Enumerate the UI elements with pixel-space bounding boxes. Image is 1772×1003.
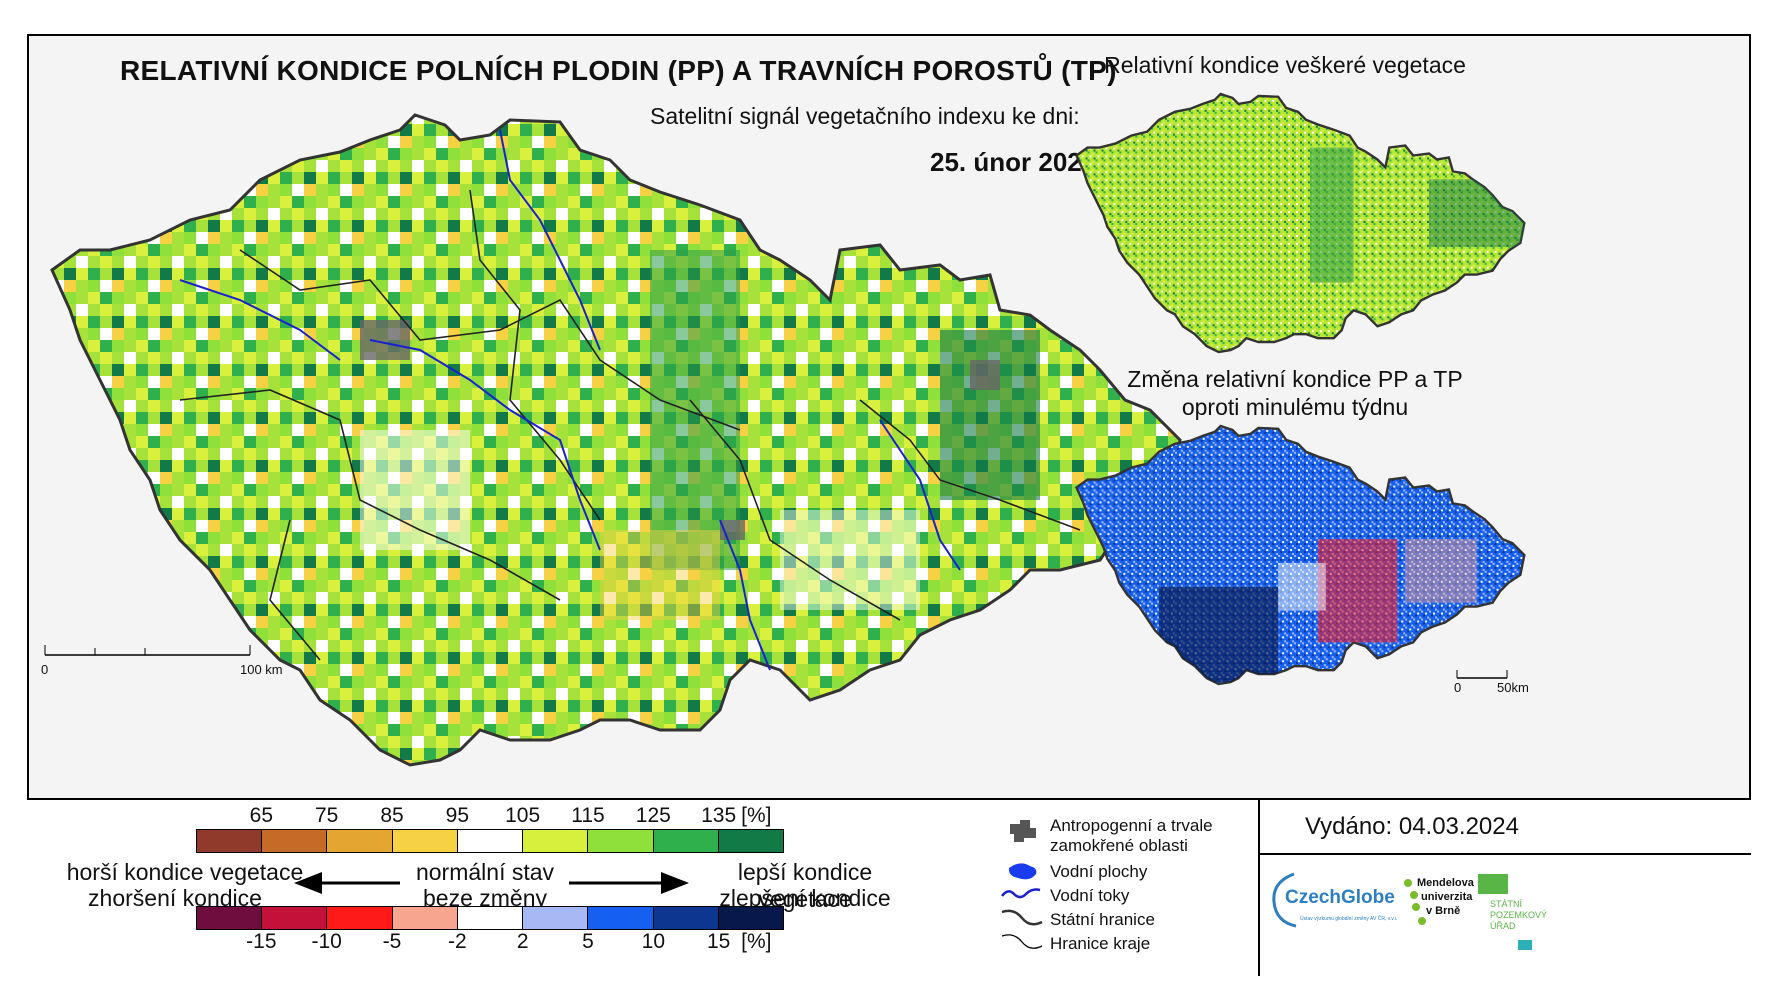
arrow-right-icon xyxy=(569,872,689,894)
river-icon xyxy=(1001,888,1041,899)
change-scale-value: 10 xyxy=(641,930,665,953)
inset-bottom-title-1: Změna relativní kondice PP a TP xyxy=(1127,366,1463,392)
inset-top-map xyxy=(1075,92,1526,354)
map-date: 25. únor 2024 xyxy=(930,147,1097,177)
change-scale-value: 15 xyxy=(706,930,731,953)
condition-swatch-6 xyxy=(588,830,654,852)
legend-urban-line1: Antropogenní a trvale xyxy=(1050,816,1213,835)
change-swatch-6 xyxy=(588,907,654,929)
condition-swatch-7 xyxy=(653,830,719,852)
legend-worse-line1: horší kondice vegetace xyxy=(66,859,304,885)
inset-bottom-map xyxy=(1075,424,1526,686)
mendelu-line1: Mendelova xyxy=(1417,877,1474,889)
condition-swatch-2 xyxy=(327,830,393,852)
spu-logo-icon xyxy=(1478,874,1508,894)
inset-scale-zero: 0 xyxy=(1454,680,1462,695)
czechglobe-logo-text: CzechGlobe xyxy=(1285,887,1395,908)
inset-scale-bar xyxy=(1456,670,1508,679)
change-scale-value: -10 xyxy=(311,930,342,953)
mendelu-line3: v Brně xyxy=(1426,905,1461,917)
condition-scale-value: 115 xyxy=(571,804,605,827)
change-scale-value: [%] xyxy=(741,930,772,953)
spu-line3: ÚŘAD xyxy=(1490,921,1516,931)
urban-area-icon xyxy=(1010,820,1036,842)
condition-swatch-1 xyxy=(262,830,328,852)
change-swatch-1 xyxy=(262,907,328,929)
change-scale-value: 5 xyxy=(582,930,594,953)
change-swatch-8 xyxy=(718,907,783,929)
map-title: RELATIVNÍ KONDICE POLNÍCH PLODIN (PP) A … xyxy=(120,55,1117,86)
main-scale-zero: 0 xyxy=(41,662,49,677)
legend-river-label: Vodní toky xyxy=(1050,886,1130,905)
spu-line2: POZEMKOVÝ xyxy=(1490,910,1548,920)
change-scale-value: -15 xyxy=(246,930,277,953)
condition-scale-value: 65 xyxy=(249,804,273,827)
change-color-bar xyxy=(196,906,784,930)
change-swatch-2 xyxy=(327,907,393,929)
change-scale-value: 2 xyxy=(516,930,529,953)
legend-divider xyxy=(1258,798,1260,976)
map-subtitle: Satelitní signál vegetačního indexu ke d… xyxy=(650,103,1080,129)
czechglobe-subtext: Ústav výzkumu globální změny AV ČR, v.v.… xyxy=(1300,916,1398,922)
legend-region-border-label: Hranice kraje xyxy=(1050,934,1151,953)
condition-swatch-8 xyxy=(718,830,783,852)
condition-scale-value: 95 xyxy=(445,804,469,827)
change-swatch-0 xyxy=(197,907,263,929)
condition-scale-value: 125 xyxy=(635,804,671,827)
legend-state-border-label: Státní hranice xyxy=(1050,910,1155,929)
condition-scale-value: [%] xyxy=(741,804,772,827)
change-scale-value: -5 xyxy=(382,930,402,953)
issued-date: Vydáno: 04.03.2024 xyxy=(1305,813,1519,840)
spu-line1: STÁTNÍ xyxy=(1490,899,1523,909)
legend-urban-line2: zamokřené oblasti xyxy=(1050,836,1188,855)
condition-swatch-3 xyxy=(392,830,458,852)
czechglobe-logo-icon xyxy=(1272,872,1297,928)
condition-swatch-0 xyxy=(197,830,263,852)
condition-swatch-4 xyxy=(457,830,524,852)
inset-top-title: Relativní kondice veškeré vegetace xyxy=(1104,52,1466,78)
change-swatch-3 xyxy=(392,907,458,929)
change-scale-value: -2 xyxy=(447,930,467,953)
condition-scale-value: 85 xyxy=(380,804,404,827)
arrow-left-icon xyxy=(294,872,400,894)
change-swatch-7 xyxy=(653,907,719,929)
change-swatch-5 xyxy=(523,907,589,929)
inset-scale-50km: 50km xyxy=(1497,680,1529,695)
main-scale-bar xyxy=(44,645,251,656)
condition-color-bar xyxy=(196,829,784,853)
condition-scale-value: 105 xyxy=(505,804,541,827)
legend-water-body-label: Vodní plochy xyxy=(1050,862,1148,881)
main-map xyxy=(44,113,1182,767)
mendelu-logo-icon xyxy=(1404,879,1426,925)
state-border-icon xyxy=(1001,909,1043,926)
legend-normal-line1: normální stav xyxy=(415,859,555,885)
mendelu-line2: univerzita xyxy=(1421,891,1473,903)
change-swatch-4 xyxy=(457,907,524,929)
main-scale-100km: 100 km xyxy=(240,662,283,677)
issued-divider xyxy=(1258,853,1751,855)
condition-scale-value: 135 xyxy=(701,804,737,827)
spu-logo-square xyxy=(1518,940,1532,950)
water-body-icon xyxy=(1008,863,1037,880)
inset-bottom-title-2: oproti minulému týdnu xyxy=(1181,394,1409,420)
region-border-icon xyxy=(1001,934,1043,949)
condition-scale-value: 75 xyxy=(314,804,339,827)
condition-swatch-5 xyxy=(523,830,589,852)
